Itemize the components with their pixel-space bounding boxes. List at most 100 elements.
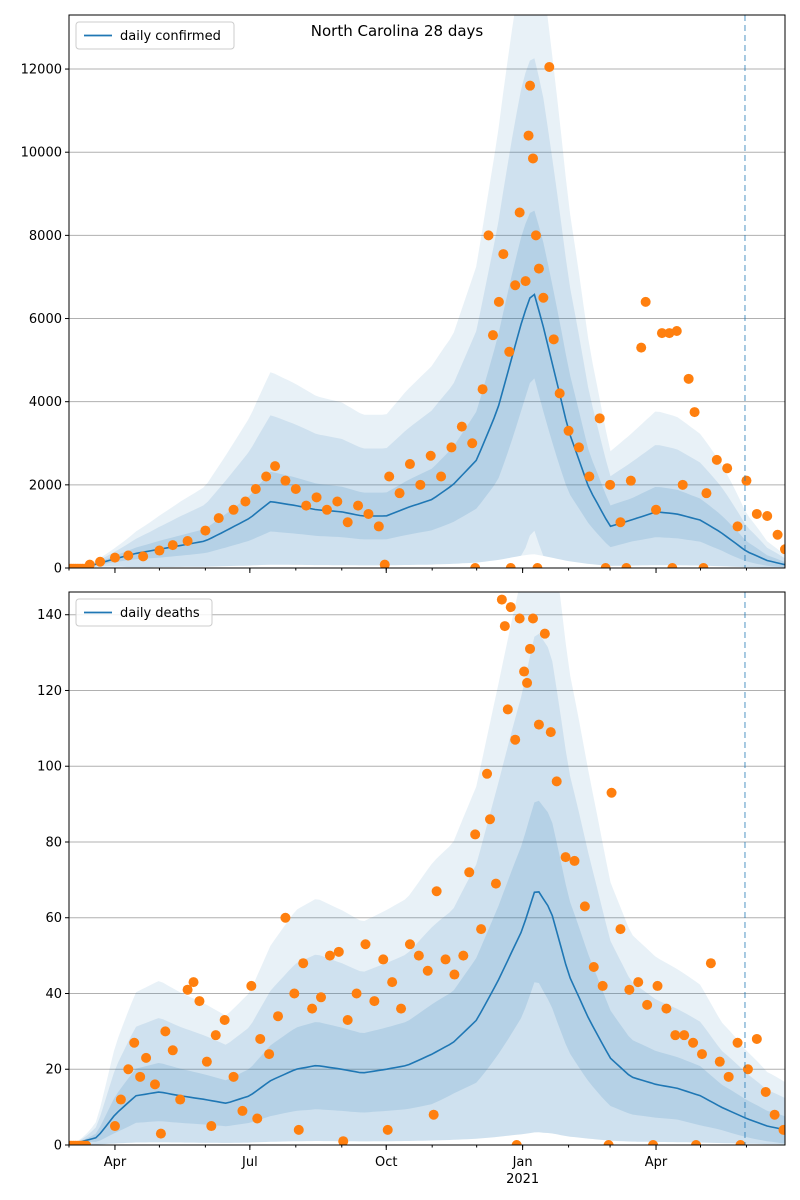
observed-point — [597, 980, 608, 991]
observed-point — [387, 977, 398, 988]
observed-point — [373, 521, 384, 532]
observed-point — [532, 563, 543, 568]
observed-point — [219, 1015, 230, 1026]
observed-point — [605, 479, 616, 490]
observed-point — [624, 984, 635, 995]
observed-point — [135, 1071, 146, 1082]
model-line — [69, 891, 785, 1145]
observed-point — [505, 563, 516, 568]
observed-point — [446, 442, 457, 453]
observed-point — [510, 280, 521, 291]
observed-point — [615, 924, 626, 935]
observed-point — [167, 1045, 178, 1056]
band-50 — [69, 800, 785, 1145]
observed-point — [735, 1140, 746, 1145]
observed-point — [404, 939, 415, 950]
observed-point — [691, 1140, 702, 1145]
observed-point — [369, 996, 380, 1007]
observed-point — [732, 521, 743, 532]
observed-point — [625, 475, 636, 486]
y-tick-label: 80 — [45, 835, 62, 850]
observed-point — [640, 296, 651, 307]
observed-point — [648, 1140, 659, 1145]
observed-point — [772, 529, 783, 540]
observed-point — [533, 263, 544, 274]
observed-point — [129, 1037, 140, 1048]
observed-point — [769, 1109, 780, 1120]
observed-point — [394, 488, 405, 499]
observed-point — [603, 1140, 614, 1145]
y-tick-label: 0 — [54, 562, 62, 577]
observed-point — [636, 342, 647, 353]
observed-point — [751, 1033, 762, 1044]
observed-point — [167, 540, 178, 551]
observed-point — [584, 471, 595, 482]
band-outer — [69, 15, 785, 568]
observed-point — [679, 1030, 690, 1041]
observed-point — [482, 768, 493, 779]
observed-point — [351, 988, 362, 999]
observed-point — [109, 1121, 120, 1132]
observed-point — [760, 1086, 771, 1097]
observed-point — [280, 475, 291, 486]
observed-point — [324, 950, 335, 961]
x-tick-label: Jul — [241, 1155, 258, 1170]
observed-point — [311, 492, 322, 503]
legend-box — [75, 21, 235, 50]
observed-point — [527, 153, 538, 164]
observed-point — [182, 984, 193, 995]
y-tick-label: 0 — [54, 1139, 62, 1154]
observed-point — [261, 471, 272, 482]
observed-point — [606, 787, 617, 798]
observed-point — [705, 958, 716, 969]
observed-point — [338, 1136, 349, 1145]
observed-point — [467, 438, 478, 449]
y-tick-label: 6000 — [29, 312, 62, 327]
observed-point — [671, 326, 682, 336]
observed-point — [651, 504, 662, 515]
observed-point — [237, 1105, 248, 1116]
observed-point — [652, 980, 663, 991]
observed-point — [667, 563, 678, 568]
observed-point — [683, 373, 694, 384]
observed-point — [332, 496, 343, 507]
observed-point — [182, 535, 193, 546]
observed-point — [514, 207, 525, 218]
observed-point — [696, 1049, 707, 1060]
axes-frame — [68, 591, 786, 1146]
observed-point — [264, 1049, 275, 1060]
observed-point — [342, 517, 353, 528]
observed-point — [723, 1071, 734, 1082]
band-outer — [69, 592, 785, 1145]
legend-label: daily deaths — [120, 606, 200, 621]
observed-point — [141, 1052, 152, 1063]
observed-point — [301, 500, 312, 511]
y-tick-label: 2000 — [29, 478, 62, 493]
observed-point — [519, 666, 530, 677]
x-tick-label: Oct — [375, 1155, 397, 1170]
plot-area — [69, 15, 785, 568]
observed-point — [175, 1094, 186, 1105]
observed-point — [246, 980, 257, 991]
observed-point — [213, 513, 224, 524]
observed-point — [316, 992, 327, 1003]
observed-point — [485, 814, 496, 825]
band-50 — [69, 210, 785, 568]
observed-point — [404, 459, 415, 470]
observed-point — [670, 1030, 681, 1041]
observed-point — [210, 1030, 221, 1041]
observed-point — [714, 1056, 725, 1067]
observed-point — [413, 950, 424, 961]
observed-point — [493, 296, 504, 307]
observed-point — [436, 471, 447, 482]
observed-point — [476, 924, 487, 935]
observed-point — [123, 550, 134, 561]
observed-point — [82, 1140, 91, 1145]
observed-point — [600, 563, 611, 568]
observed-point — [363, 508, 374, 519]
observed-point — [290, 484, 301, 494]
observed-point — [379, 559, 390, 568]
observed-point — [138, 551, 149, 562]
observed-point — [530, 230, 541, 241]
observed-point — [722, 463, 733, 474]
